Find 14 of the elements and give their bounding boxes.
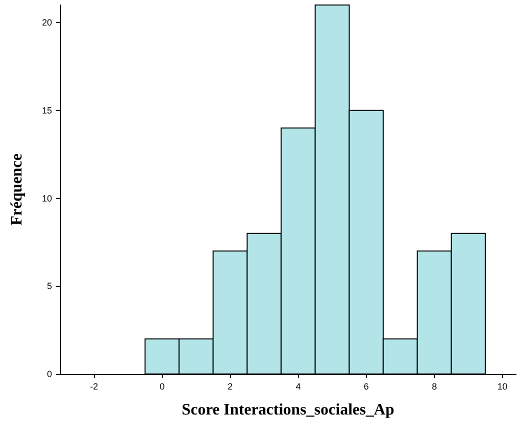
y-tick-label: 10 (42, 193, 52, 204)
x-tick-label: 2 (228, 382, 233, 392)
y-tick-label: 15 (42, 105, 52, 116)
y-axis-title: Fréquence (8, 154, 26, 226)
x-tick-label: 6 (364, 382, 369, 392)
y-tick-label: 0 (46, 369, 52, 379)
y-tick-label: 20 (42, 18, 52, 28)
x-tick-label: 10 (497, 382, 508, 392)
x-tick-label: -2 (90, 382, 98, 392)
x-tick-label: 8 (432, 382, 437, 392)
y-tick-label: 5 (46, 281, 52, 292)
x-tick-label: 0 (160, 382, 165, 392)
x-axis-title: Score Interactions_sociales_Ap (182, 402, 394, 418)
x-tick-label: 4 (296, 382, 301, 392)
